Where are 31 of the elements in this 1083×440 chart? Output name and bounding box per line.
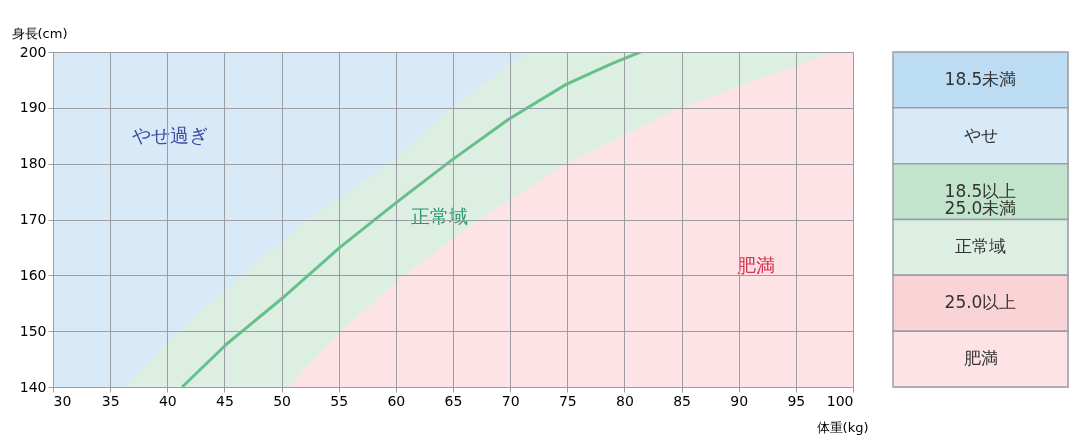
x-tick-label: 30 — [53, 392, 72, 409]
x-tick-label: 70 — [501, 392, 520, 409]
x-tick-label: 80 — [616, 392, 634, 409]
x-tick-label: 65 — [444, 392, 463, 409]
x-tick-label: 75 — [558, 392, 577, 409]
x-tick-label: 100 — [826, 392, 854, 409]
y-axis-title: 身長(cm) — [11, 25, 68, 41]
text: 肥満 — [963, 348, 998, 369]
y-tick-label: 190 — [19, 99, 47, 116]
x-tick-label: 45 — [216, 392, 234, 409]
text: 25.0以上 — [944, 292, 1017, 313]
y-tick-label: 170 — [19, 211, 47, 227]
x-tick-label: 50 — [273, 392, 291, 409]
x-tick-label: 55 — [330, 392, 349, 409]
x-tick-label: 35 — [101, 392, 120, 409]
x-tick-label: 95 — [787, 392, 806, 409]
annotation: やせ過ぎ — [132, 124, 208, 146]
x-tick-label: 85 — [673, 392, 691, 409]
text: 正常域 — [955, 236, 1006, 257]
y-tick-label: 160 — [19, 266, 47, 283]
x-axis-title: 体重(kg) — [816, 419, 869, 435]
y-tick-label: 200 — [19, 43, 47, 60]
y-tick-label: 140 — [19, 378, 47, 395]
text: やせ — [963, 124, 998, 145]
text: 18.5未満 — [944, 68, 1017, 89]
y-tick-label: 180 — [19, 155, 47, 172]
y-tick-label: 150 — [19, 322, 47, 339]
x-tick-label: 60 — [387, 392, 406, 409]
x-tick-label: 40 — [158, 392, 177, 409]
x-tick-label: 90 — [730, 392, 749, 409]
text: 18.5以上 25.0未満 — [944, 180, 1017, 218]
